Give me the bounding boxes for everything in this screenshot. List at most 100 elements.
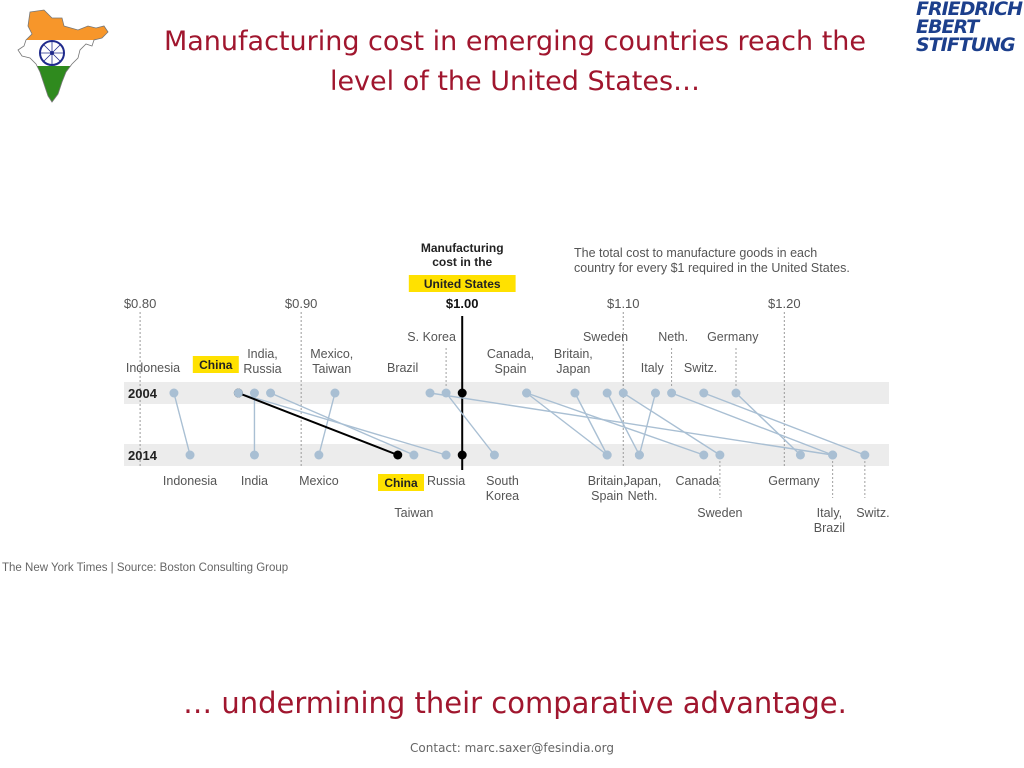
x-tick-label-0: $0.80 <box>124 296 157 311</box>
label-2004-8: Sweden <box>583 330 628 344</box>
dot-2004-us <box>457 388 467 398</box>
slope-line-china <box>237 392 399 456</box>
dot-2004-2 <box>249 388 259 398</box>
label-2004-2-a: India, <box>247 347 278 361</box>
dot-2014-0 <box>185 450 195 460</box>
slope-line-12 <box>622 392 721 456</box>
label-2014-11-a: Germany <box>768 474 820 488</box>
slope-line-0 <box>173 392 191 456</box>
x-tick-label-2: $1.10 <box>607 296 640 311</box>
chart-note-line-2: country for every $1 required in the Uni… <box>574 261 850 275</box>
label-2004-7-b: Japan <box>556 362 590 376</box>
dot-2004-4 <box>266 388 276 398</box>
label-2014-4-a: Russia <box>427 474 465 488</box>
us-label-highlight: United States <box>424 277 501 291</box>
dot-2014-15 <box>860 450 870 460</box>
label-2004-6-a: Canada, <box>487 347 534 361</box>
dot-2004-9 <box>522 388 532 398</box>
contact-footer: Contact: marc.saxer@fesindia.org <box>410 741 614 755</box>
label-2004-10: Neth. <box>658 330 688 344</box>
slope-line-8 <box>526 392 705 456</box>
slope-line-16 <box>735 392 801 456</box>
label-2004-6-b: Spain <box>495 362 527 376</box>
slope-line-10 <box>574 392 608 456</box>
fes-logo-line-1: FRIEDRICH <box>916 0 1023 20</box>
dot-2004-11 <box>602 388 612 398</box>
dot-2004-6 <box>425 388 435 398</box>
dot-2014-1 <box>393 450 403 460</box>
row-label-2014: 2014 <box>128 448 158 463</box>
label-2014-6-b: Korea <box>486 489 519 503</box>
label-2014-3-highlight <box>378 474 425 491</box>
chart-note-line-1: The total cost to manufacture goods in e… <box>574 246 817 260</box>
chart-source: The New York Times | Source: Boston Cons… <box>2 562 288 574</box>
dot-2004-10 <box>570 388 580 398</box>
band-2004 <box>124 382 889 404</box>
slope-line-6 <box>429 392 833 456</box>
dot-2004-12 <box>618 388 628 398</box>
fes-logo-line-2: EBERT <box>916 16 979 38</box>
band-2014 <box>124 444 889 466</box>
slide-title-line-2: level of the United States… <box>329 66 701 97</box>
dot-2014-4 <box>409 450 419 460</box>
label-2014-5-a: Taiwan <box>394 506 433 520</box>
dot-2014-3 <box>314 450 324 460</box>
dot-2004-13 <box>650 388 660 398</box>
slope-line-11 <box>606 392 640 456</box>
us-value-label: $1.00 <box>446 296 479 311</box>
dot-2004-5 <box>233 388 243 398</box>
label-2014-1-a: India <box>241 474 268 488</box>
dot-2004-15 <box>699 388 709 398</box>
label-2004-7-a: Britain, <box>554 347 593 361</box>
label-2014-3: China <box>384 476 418 490</box>
dot-2004-3 <box>330 388 340 398</box>
label-2004-3-b: Taiwan <box>312 362 351 376</box>
x-tick-label-3: $1.20 <box>768 296 801 311</box>
label-2014-13-a: Switz. <box>856 506 889 520</box>
dot-2004-14 <box>667 388 677 398</box>
slope-line-13 <box>638 392 657 456</box>
dot-2014-us <box>457 450 467 460</box>
label-2014-7-b: Spain <box>591 489 623 503</box>
us-label-highlight-highlight <box>408 275 516 292</box>
label-2014-10-a: Sweden <box>697 506 742 520</box>
us-label-line-2: cost in the <box>432 255 492 269</box>
dot-2014-2 <box>249 450 259 460</box>
label-2004-1-highlight <box>192 356 239 373</box>
dot-2014-16 <box>795 450 805 460</box>
x-tick-label-1: $0.90 <box>285 296 318 311</box>
dot-2004-0 <box>169 388 179 398</box>
us-label-line-1: Manufacturing <box>421 241 504 255</box>
dot-2014-12 <box>715 450 725 460</box>
slide-title-line-1: Manufacturing cost in emerging countries… <box>163 26 867 57</box>
label-2004-0: Indonesia <box>126 361 180 375</box>
slide-subtitle: … undermining their comparative advantag… <box>183 686 847 720</box>
label-2004-11: Switz. <box>684 361 717 375</box>
slide-title: Manufacturing cost in emerging countries… <box>140 22 890 102</box>
label-2014-12-a: Italy, <box>817 506 842 520</box>
fes-logo: FRIEDRICH EBERT STIFTUNG <box>916 0 1024 56</box>
label-2004-12: Germany <box>707 330 759 344</box>
label-2014-0-a: Indonesia <box>163 474 217 488</box>
label-2004-9: Italy <box>641 361 665 375</box>
fes-logo-line-3: STIFTUNG <box>916 34 1016 56</box>
row-label-2004: 2004 <box>128 386 158 401</box>
slope-line-15 <box>703 392 866 456</box>
label-2004-5: S. Korea <box>407 330 456 344</box>
label-2014-9-a: Canada <box>675 474 719 488</box>
label-2014-6-a: South <box>486 474 519 488</box>
dot-2004-7 <box>441 388 451 398</box>
label-2004-1: China <box>199 358 233 372</box>
dot-2014-7 <box>489 450 499 460</box>
slope-line-9 <box>526 392 608 456</box>
india-flag-map-icon <box>17 9 109 103</box>
slope-line-5 <box>238 392 447 456</box>
label-2014-12-b: Brazil <box>814 521 845 535</box>
dot-2014-14 <box>828 450 838 460</box>
label-2004-2-b: Russia <box>243 362 281 376</box>
dot-2014-13 <box>634 450 644 460</box>
dot-2014-8 <box>699 450 709 460</box>
dot-2004-16 <box>731 388 741 398</box>
label-2014-7-a: Britain, <box>588 474 627 488</box>
